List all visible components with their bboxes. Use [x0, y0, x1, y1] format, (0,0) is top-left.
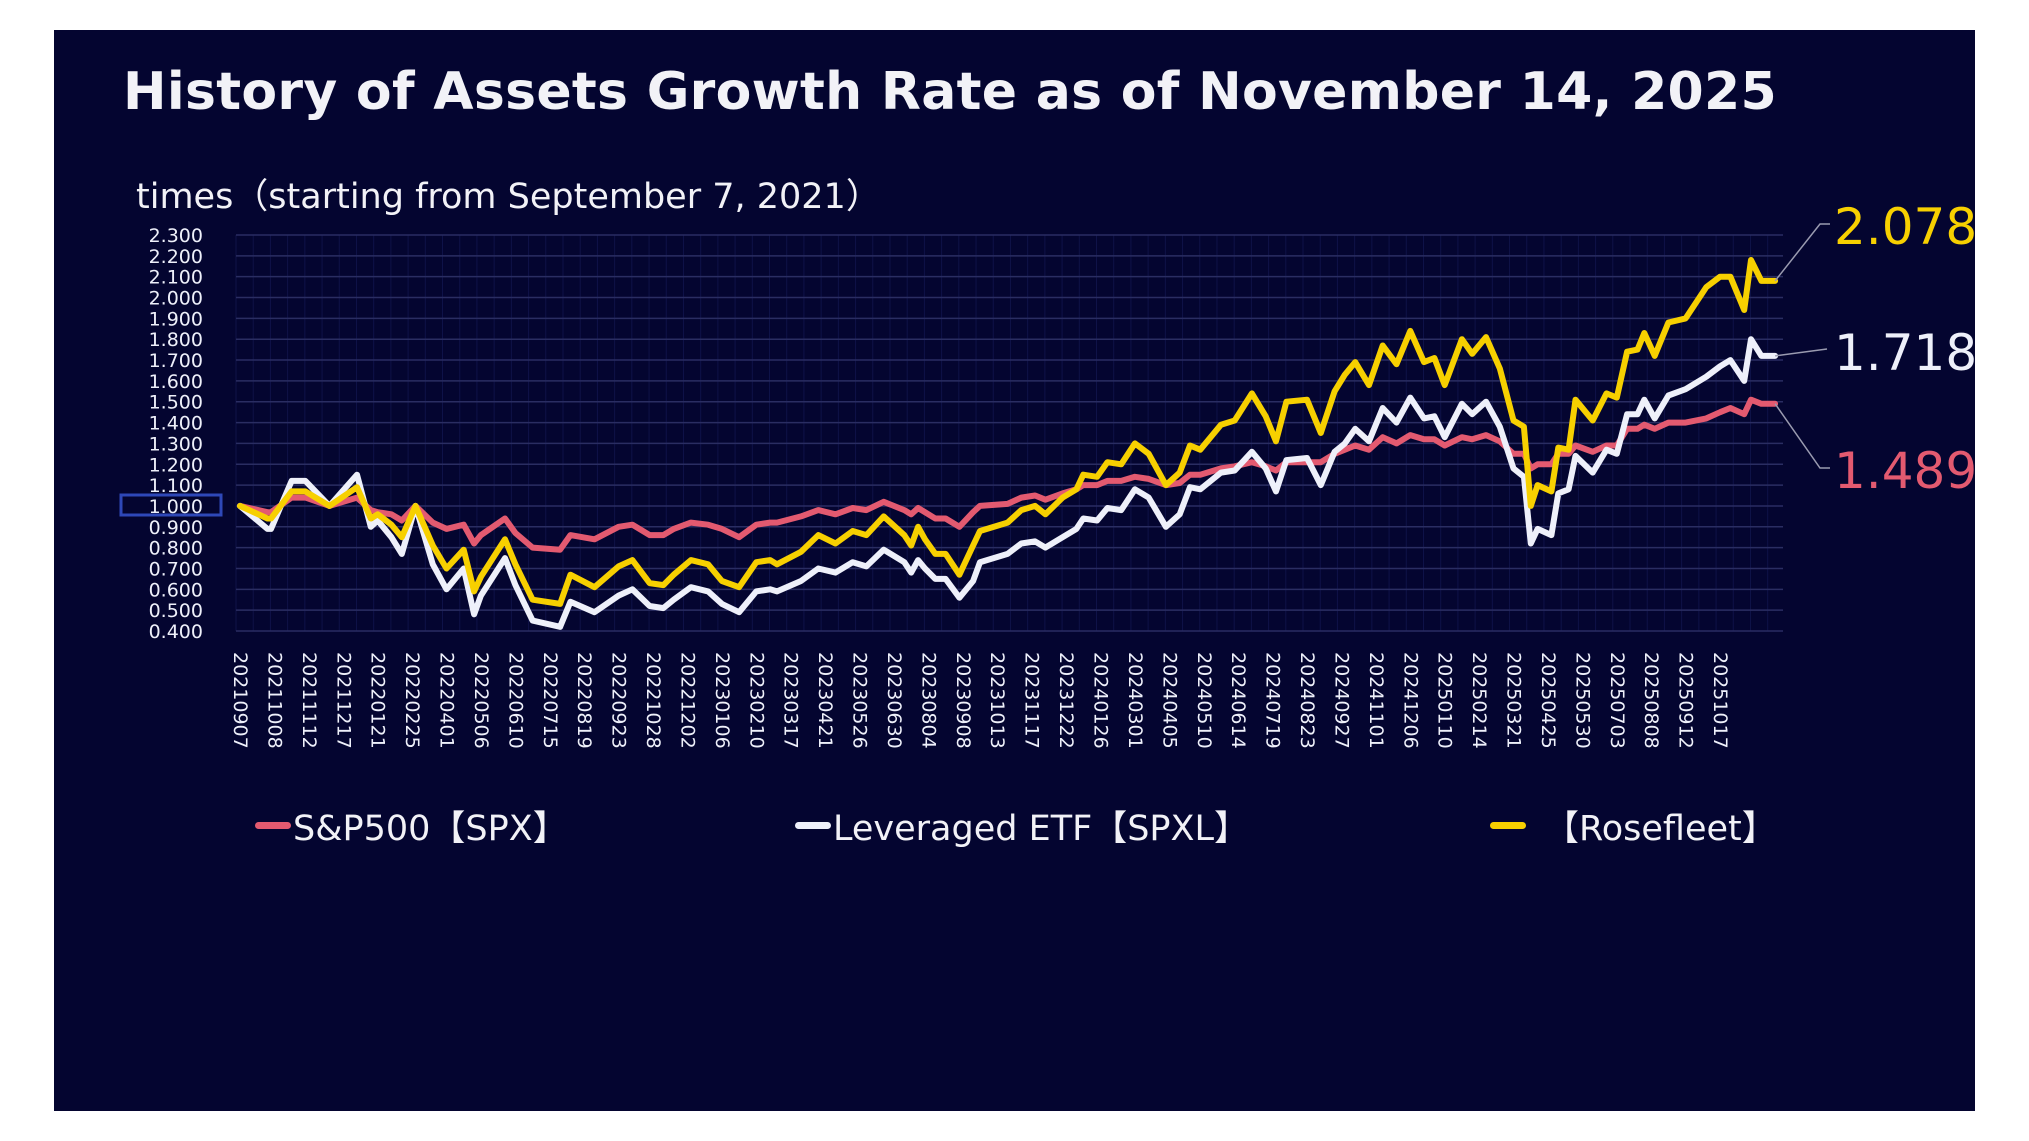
- leader-line-spxl: [1775, 348, 1828, 357]
- legend-item-rosefleet: 【Rosefleet】: [1490, 802, 1777, 849]
- y-tick-label: 1.200: [149, 454, 203, 476]
- series-line-rosefleet: [237, 257, 1779, 607]
- y-tick-label: 0.500: [149, 600, 203, 622]
- leader-line-rosefleet: [1774, 223, 1830, 282]
- end-value-label-rosefleet: 2.078: [1834, 198, 1977, 256]
- y-tick-label: 1.800: [149, 329, 203, 351]
- y-axis-unit-label: times（starting from September 7, 2021）: [136, 177, 881, 217]
- legend-swatch-spx: [255, 821, 291, 829]
- y-tick-label: 0.900: [149, 517, 203, 539]
- y-tick-label: 1.400: [149, 413, 203, 435]
- x-tick-label: 20220506: [470, 652, 492, 749]
- leader-lines: [1774, 223, 1830, 469]
- vertical-gridlines: [235, 235, 1769, 631]
- x-axis-ticks: 20210907 20211008 20211112 20211217 20220121…: [229, 652, 1731, 749]
- x-tick-label: 20251017: [1709, 652, 1731, 749]
- x-tick-label: 20231222: [1055, 652, 1077, 749]
- x-tick-label: 20211112: [298, 652, 320, 749]
- x-tick-label: 20240510: [1193, 652, 1215, 749]
- y-tick-label: 1.100: [149, 475, 203, 497]
- x-tick-label: 20240927: [1330, 652, 1352, 749]
- end-value-labels: 1.489 1.718 2.078: [1834, 198, 1977, 500]
- x-tick-label: 20250214: [1468, 652, 1490, 749]
- y-tick-label: 2.000: [149, 288, 203, 310]
- x-tick-label: 20240719: [1262, 652, 1284, 749]
- y-tick-label: 1.500: [149, 392, 203, 414]
- x-tick-label: 20240405: [1158, 652, 1180, 749]
- y-tick-label: 0.800: [149, 538, 203, 560]
- x-tick-label: 20240301: [1124, 652, 1146, 749]
- x-tick-label: 20250321: [1503, 652, 1525, 749]
- x-tick-label: 20230421: [814, 652, 836, 749]
- x-tick-label: 20250110: [1434, 652, 1456, 749]
- legend-label-spx: S&P500【SPX】: [293, 808, 568, 849]
- x-tick-label: 20230908: [952, 652, 974, 749]
- y-tick-label: 2.200: [149, 246, 203, 268]
- horizontal-gridlines: [236, 234, 1783, 632]
- chart-title: History of Assets Growth Rate as of Nove…: [123, 62, 1778, 122]
- x-tick-label: 20220715: [539, 652, 561, 749]
- y-tick-label: 0.600: [149, 579, 203, 601]
- x-tick-label: 20220121: [367, 652, 389, 749]
- y-tick-label: 1.600: [149, 371, 203, 393]
- series-line-spxl: [237, 336, 1779, 630]
- y-tick-label: 1.700: [149, 350, 203, 372]
- legend-label-spxl: Leveraged ETF【SPXL】: [833, 808, 1250, 849]
- x-tick-label: 20211217: [332, 652, 354, 749]
- x-tick-label: 20250912: [1675, 652, 1697, 749]
- y-axis-ticks: 2.3002.2002.1002.0001.9001.8001.7001.600…: [149, 225, 203, 643]
- legend-swatch-rosefleet: [1490, 821, 1526, 829]
- legend-item-spxl: Leveraged ETF【SPXL】: [795, 802, 1250, 849]
- x-tick-label: 20231117: [1021, 652, 1043, 749]
- x-tick-label: 20240614: [1227, 652, 1249, 749]
- x-tick-label: 20250530: [1571, 652, 1593, 749]
- x-tick-label: 20230106: [711, 652, 733, 749]
- x-tick-label: 20241101: [1365, 652, 1387, 749]
- y-tick-label: 2.100: [149, 267, 203, 289]
- legend-item-spx: S&P500【SPX】: [255, 802, 568, 849]
- x-tick-label: 20241206: [1399, 652, 1421, 749]
- x-tick-label: 20230317: [780, 652, 802, 749]
- x-tick-label: 20230210: [745, 652, 767, 749]
- end-value-label-spx: 1.489: [1834, 442, 1977, 500]
- leader-line-spx: [1774, 403, 1830, 469]
- x-tick-label: 20220610: [504, 652, 526, 749]
- highlight-box-1000: [119, 493, 223, 517]
- series-lines: [237, 257, 1779, 630]
- x-tick-label: 20221202: [676, 652, 698, 749]
- x-tick-label: 20230804: [917, 652, 939, 749]
- x-tick-label: 20250703: [1606, 652, 1628, 749]
- x-tick-label: 20221028: [642, 652, 664, 749]
- legend-label-rosefleet: 【Rosefleet】: [1544, 808, 1777, 849]
- x-tick-label: 20230526: [849, 652, 871, 749]
- y-tick-label: 2.300: [149, 225, 203, 247]
- x-tick-label: 20231013: [986, 652, 1008, 749]
- x-tick-label: 20220819: [573, 652, 595, 749]
- y-tick-label: 1.300: [149, 433, 203, 455]
- y-tick-label: 0.400: [149, 621, 203, 643]
- x-tick-label: 20250808: [1640, 652, 1662, 749]
- x-tick-label: 20240126: [1090, 652, 1112, 749]
- x-tick-label: 20220225: [401, 652, 423, 749]
- legend-swatch-spxl: [795, 821, 831, 829]
- x-tick-label: 20240823: [1296, 652, 1318, 749]
- x-tick-label: 20220401: [436, 652, 458, 749]
- end-value-label-spxl: 1.718: [1834, 324, 1977, 382]
- y-tick-label: 0.700: [149, 558, 203, 580]
- x-tick-label: 20220923: [608, 652, 630, 749]
- y-tick-label: 1.900: [149, 308, 203, 330]
- y-tick-label: 1.000: [149, 496, 203, 518]
- x-tick-label: 20230630: [883, 652, 905, 749]
- x-tick-label: 20250425: [1537, 652, 1559, 749]
- x-tick-label: 20211008: [263, 652, 285, 749]
- x-tick-label: 20210907: [229, 652, 251, 749]
